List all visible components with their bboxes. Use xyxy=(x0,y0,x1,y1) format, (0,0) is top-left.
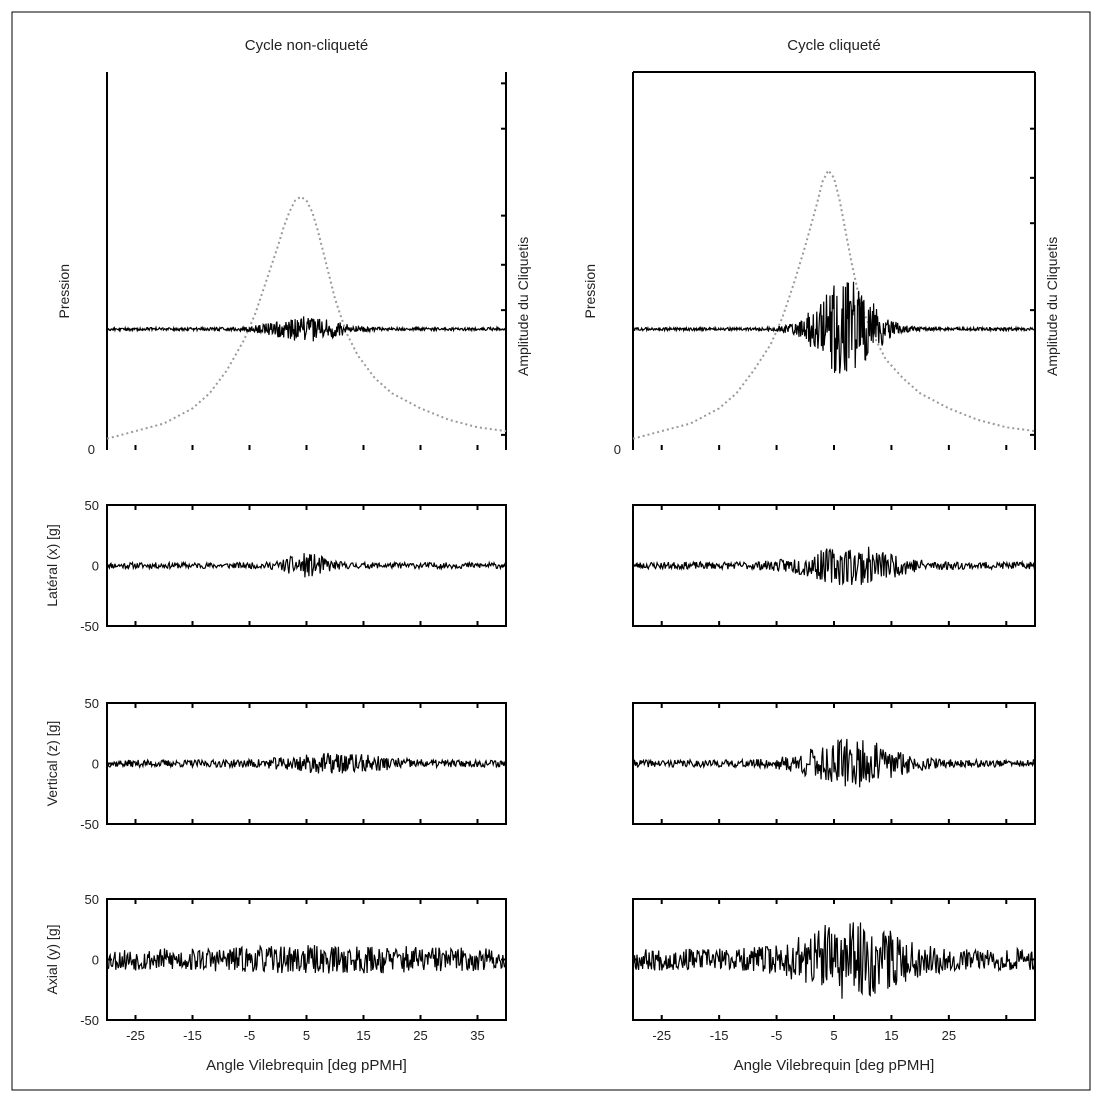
y-tick-label: -50 xyxy=(80,1013,99,1028)
x-tick-label: 5 xyxy=(830,1028,837,1043)
y-axis-label-left: Pression xyxy=(582,264,598,318)
left-pressure-chart: Cycle non-cliqueté Pression 0 Amplitude du … xyxy=(56,37,531,457)
y-axis-label: Vertical (z) [g] xyxy=(44,721,60,807)
y-axis-label: Latéral (x) [g] xyxy=(44,524,60,606)
y-axis-label-right: Amplitude du Cliquetis xyxy=(515,237,531,376)
x-tick-label: -25 xyxy=(652,1028,671,1043)
x-tick-label: 15 xyxy=(884,1028,898,1043)
right-axial-chart: -25 -15 -5 5 15 25 Angle Vilebrequin [deg pPMH… xyxy=(632,898,1036,1074)
x-tick-label: 25 xyxy=(942,1028,956,1043)
axis-frame xyxy=(106,72,507,450)
x-tick-label: 35 xyxy=(470,1028,484,1043)
chart-title: Cycle cliqueté xyxy=(787,37,880,54)
vibration-series xyxy=(632,738,1036,788)
knock-series xyxy=(106,316,507,342)
right-vertical-chart xyxy=(632,702,1036,825)
x-axis-label: Angle Vilebrequin [deg pPMH] xyxy=(734,1057,935,1074)
knock-series xyxy=(632,281,1036,374)
x-tick-label: 25 xyxy=(413,1028,427,1043)
right-pressure-chart: Cycle cliqueté Pression 0 Amplitude du Cliq… xyxy=(582,37,1060,457)
y-axis-label-right: Amplitude du Cliquetis xyxy=(1044,237,1060,376)
vibration-series xyxy=(106,944,507,974)
y-tick-label: 50 xyxy=(85,892,99,907)
left-lateral-chart: Latéral (x) [g] 50 0 -50 xyxy=(44,498,507,634)
y-tick-label: 0 xyxy=(92,953,99,968)
y-tick-label-left: 0 xyxy=(88,442,95,457)
y-tick-label: 0 xyxy=(92,757,99,772)
x-tick-label: 5 xyxy=(303,1028,310,1043)
x-axis-label: Angle Vilebrequin [deg pPMH] xyxy=(206,1057,407,1074)
vibration-series xyxy=(106,752,507,774)
x-tick-label: 15 xyxy=(356,1028,370,1043)
vibration-series xyxy=(632,546,1036,586)
x-tick-label: -5 xyxy=(244,1028,256,1043)
right-lateral-chart xyxy=(632,504,1036,627)
left-vertical-chart: Vertical (z) [g] 50 0 -50 xyxy=(44,696,507,832)
x-tick-label: -25 xyxy=(126,1028,145,1043)
x-tick-label: -15 xyxy=(710,1028,729,1043)
left-axial-chart: -25 -15 -5 5 15 25 35 Angle Vilebrequin [deg pP… xyxy=(44,892,507,1074)
y-axis-label-left: Pression xyxy=(56,264,72,318)
figure-frame xyxy=(11,11,1091,1091)
y-tick-label: 50 xyxy=(85,498,99,513)
y-tick-label-left: 0 xyxy=(614,442,621,457)
y-tick-label: 50 xyxy=(85,696,99,711)
axis-frame xyxy=(632,71,1036,450)
y-tick-label: 0 xyxy=(92,559,99,574)
y-tick-label: -50 xyxy=(80,619,99,634)
x-tick-label: -5 xyxy=(771,1028,783,1043)
vibration-series xyxy=(106,553,507,578)
y-tick-label: -50 xyxy=(80,817,99,832)
x-tick-label: -15 xyxy=(183,1028,202,1043)
vibration-series xyxy=(632,922,1036,999)
pressure-series xyxy=(106,195,507,440)
chart-title: Cycle non-cliqueté xyxy=(245,37,368,54)
y-axis-label: Axial (y) [g] xyxy=(44,924,60,994)
